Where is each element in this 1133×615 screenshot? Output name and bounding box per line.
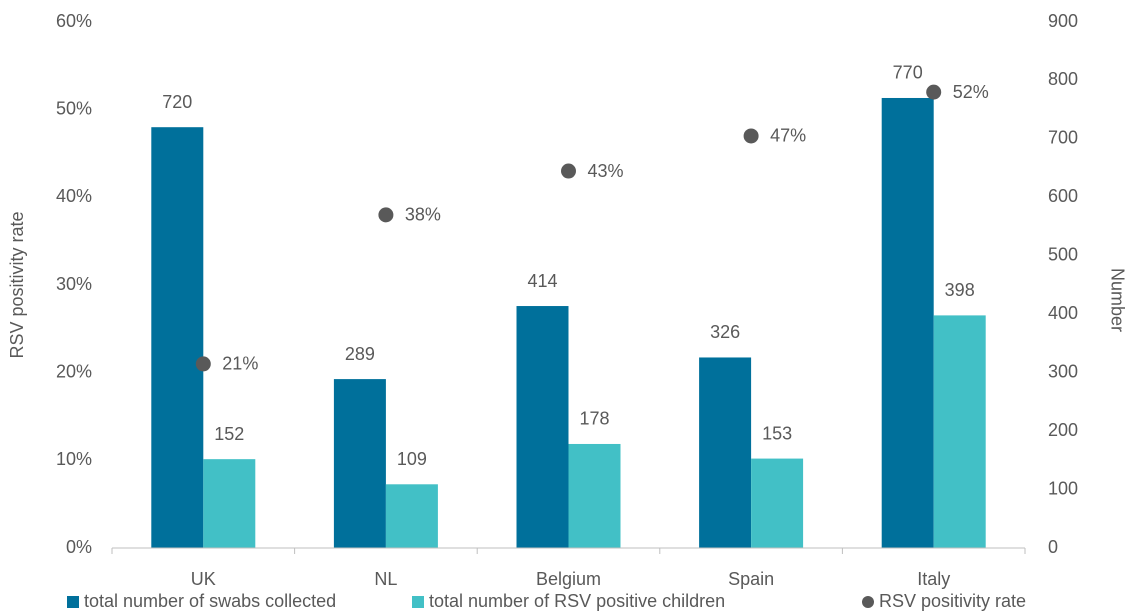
legend-marker: [412, 596, 424, 608]
data-label: 720: [162, 92, 192, 112]
point: [926, 84, 942, 100]
legend-marker: [862, 596, 874, 608]
data-label: 38%: [405, 205, 441, 225]
data-label: 398: [945, 280, 975, 300]
bar: [151, 127, 204, 548]
y2-tick-label: 400: [1048, 303, 1078, 323]
y-tick-label: 60%: [56, 11, 92, 31]
x-tick-label: UK: [191, 569, 216, 589]
y-tick-label: 40%: [56, 186, 92, 206]
data-label: 414: [527, 271, 557, 291]
y2-tick-label: 200: [1048, 420, 1078, 440]
y-tick-label: 10%: [56, 449, 92, 469]
y-tick-label: 50%: [56, 98, 92, 118]
legend-label: total number of RSV positive children: [429, 591, 725, 611]
y2-tick-label: 100: [1048, 478, 1078, 498]
bar: [751, 458, 804, 548]
y2-tick-label: 0: [1048, 537, 1058, 557]
y-tick-label: 0%: [66, 537, 92, 557]
point: [378, 207, 394, 223]
legend-label: RSV positivity rate: [879, 591, 1026, 611]
y2-tick-label: 900: [1048, 11, 1078, 31]
bar: [516, 306, 569, 548]
data-label: 152: [214, 424, 244, 444]
y-tick-label: 30%: [56, 274, 92, 294]
data-label: 326: [710, 322, 740, 342]
point: [743, 128, 759, 144]
bar: [385, 484, 438, 548]
y2-tick-label: 500: [1048, 245, 1078, 265]
y2-tick-label: 700: [1048, 128, 1078, 148]
point: [561, 163, 576, 179]
y2-tick-label: 600: [1048, 186, 1078, 206]
bar: [568, 443, 621, 548]
y2-tick-label: 300: [1048, 361, 1078, 381]
bar: [699, 357, 752, 548]
data-label: 47%: [770, 126, 806, 146]
data-label: 770: [893, 63, 923, 83]
data-label: 289: [345, 344, 375, 364]
legend-label: total number of swabs collected: [84, 591, 336, 611]
data-label: 52%: [953, 82, 989, 102]
bar: [203, 459, 256, 548]
bar: [333, 379, 386, 548]
data-label: 153: [762, 423, 792, 443]
point: [195, 356, 211, 372]
data-label: 178: [579, 409, 609, 429]
x-tick-label: Belgium: [536, 569, 601, 589]
bar: [933, 315, 986, 548]
data-label: 109: [397, 449, 427, 469]
x-tick-label: Spain: [728, 569, 774, 589]
bar: [881, 97, 934, 548]
x-tick-label: NL: [374, 569, 397, 589]
y2-tick-label: 800: [1048, 69, 1078, 89]
y-tick-label: 20%: [56, 361, 92, 381]
y-axis-title: RSV positivity rate: [7, 211, 27, 358]
y2-axis-title: Number: [1107, 268, 1127, 332]
data-label: 21%: [222, 354, 258, 374]
legend-marker: [67, 596, 79, 608]
data-label: 43%: [588, 161, 624, 181]
x-tick-label: Italy: [917, 569, 950, 589]
